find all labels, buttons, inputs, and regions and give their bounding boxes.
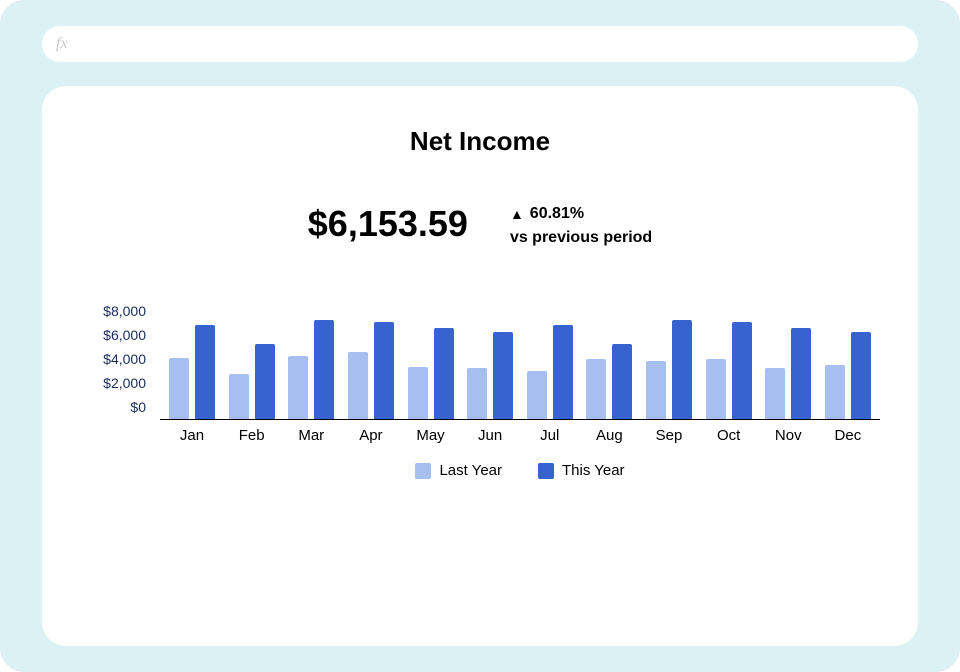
fx-icon: fx [56, 35, 68, 53]
month-group [164, 325, 220, 420]
headline-value: $6,153.59 [308, 203, 468, 245]
bar-this-year [791, 328, 811, 420]
month-group [403, 328, 459, 420]
bar-last-year [169, 358, 189, 420]
bar-this-year [255, 344, 275, 419]
month-group [522, 325, 578, 420]
x-label: Mar [283, 427, 339, 444]
y-tick: $8,000 [103, 299, 146, 323]
y-tick: $0 [130, 395, 146, 419]
bar-this-year [314, 320, 334, 419]
bar-last-year [408, 367, 428, 420]
y-tick: $4,000 [103, 347, 146, 371]
legend-swatch [415, 463, 431, 479]
x-axis-line [160, 419, 880, 420]
x-label: Oct [701, 427, 757, 444]
x-label: Jan [164, 427, 220, 444]
y-axis: $8,000$6,000$4,000$2,000$0 [80, 299, 160, 479]
month-group [343, 322, 399, 420]
bars-row [160, 299, 880, 419]
legend-label: This Year [562, 462, 625, 479]
bar-last-year [467, 368, 487, 419]
bar-last-year [288, 356, 308, 419]
legend-item: Last Year [415, 462, 502, 479]
month-group [283, 320, 339, 419]
bar-this-year [493, 332, 513, 419]
delta-percent: 60.81% [530, 205, 584, 223]
bar-last-year [646, 361, 666, 420]
x-label: Jul [522, 427, 578, 444]
month-group [462, 332, 518, 419]
legend-swatch [538, 463, 554, 479]
x-label: Aug [581, 427, 637, 444]
card-title: Net Income [80, 126, 880, 157]
legend-label: Last Year [439, 462, 502, 479]
y-tick: $6,000 [103, 323, 146, 347]
chart-card: Net Income $6,153.59 ▲ 60.81% vs previou… [42, 86, 918, 646]
bar-last-year [527, 371, 547, 419]
bar-this-year [851, 332, 871, 419]
month-group [641, 320, 697, 419]
delta-subtext: vs previous period [510, 229, 652, 247]
outer-panel: fx Net Income $6,153.59 ▲ 60.81% vs prev… [0, 0, 960, 672]
bar-last-year [825, 365, 845, 419]
month-group [224, 344, 280, 419]
bar-last-year [229, 374, 249, 419]
bar-this-year [434, 328, 454, 420]
plot-area: JanFebMarAprMayJunJulAugSepOctNovDec Las… [160, 299, 880, 479]
bar-this-year [553, 325, 573, 420]
x-label: Jun [462, 427, 518, 444]
bar-this-year [374, 322, 394, 420]
delta-block: ▲ 60.81% vs previous period [510, 203, 652, 247]
bar-this-year [672, 320, 692, 419]
x-label: Feb [224, 427, 280, 444]
x-label: May [403, 427, 459, 444]
bar-this-year [732, 322, 752, 420]
bar-this-year [612, 344, 632, 419]
x-label: Sep [641, 427, 697, 444]
month-group [581, 344, 637, 419]
month-group [820, 332, 876, 419]
month-group [701, 322, 757, 420]
bar-last-year [586, 359, 606, 419]
x-labels: JanFebMarAprMayJunJulAugSepOctNovDec [160, 419, 880, 444]
legend-item: This Year [538, 462, 625, 479]
x-label: Nov [760, 427, 816, 444]
bar-last-year [765, 368, 785, 419]
x-label: Dec [820, 427, 876, 444]
bar-last-year [348, 352, 368, 420]
month-group [760, 328, 816, 420]
legend: Last Year This Year [160, 462, 880, 479]
x-label: Apr [343, 427, 399, 444]
bar-this-year [195, 325, 215, 420]
headline-row: $6,153.59 ▲ 60.81% vs previous period [80, 203, 880, 247]
triangle-up-icon: ▲ [510, 206, 524, 222]
chart-area: $8,000$6,000$4,000$2,000$0 JanFebMarAprM… [80, 299, 880, 479]
y-tick: $2,000 [103, 371, 146, 395]
bar-last-year [706, 359, 726, 419]
formula-bar[interactable]: fx [42, 26, 918, 62]
